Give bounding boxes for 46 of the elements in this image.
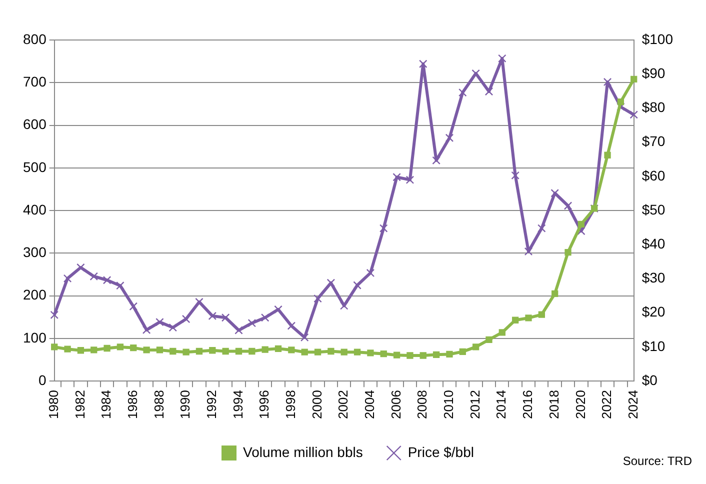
legend-label: Volume million bbls bbox=[243, 444, 363, 460]
x-tick-label: 2020 bbox=[572, 390, 588, 419]
y-tick-label: 0 bbox=[38, 372, 47, 388]
x-tick-label: 1992 bbox=[204, 390, 219, 419]
y2-tick-label: $40 bbox=[642, 236, 666, 252]
y-tick-label: 300 bbox=[23, 244, 47, 260]
x-tick-label: 1996 bbox=[256, 390, 272, 419]
y2-tick-label: $90 bbox=[642, 64, 666, 81]
y-tick-label: 800 bbox=[23, 30, 47, 47]
y2-tick-label: $0 bbox=[642, 372, 658, 388]
y-tick-label: 100 bbox=[23, 329, 47, 346]
x-tick-label: 2018 bbox=[546, 390, 562, 419]
x-tick-label: 1986 bbox=[124, 390, 140, 419]
y2-tick-label: $70 bbox=[642, 133, 666, 150]
x-tick-label: 2014 bbox=[494, 390, 509, 419]
y2-tick-label: $20 bbox=[642, 304, 666, 320]
y-tick-label: 200 bbox=[23, 286, 47, 303]
y-tick-label: 600 bbox=[23, 116, 47, 132]
y-tick-label: 400 bbox=[23, 201, 47, 218]
x-tick-label: 2006 bbox=[388, 390, 404, 419]
x-tick-label: 2012 bbox=[467, 390, 482, 419]
x-tick-label: 2024 bbox=[625, 390, 640, 419]
y2-tick-label: $50 bbox=[642, 201, 666, 218]
x-tick-label: 2002 bbox=[336, 390, 351, 419]
y2-tick-label: $60 bbox=[642, 167, 666, 184]
legend-label: Price $/bbl bbox=[408, 444, 474, 460]
x-tick-label: 2022 bbox=[599, 390, 614, 419]
x-tick-label: 1982 bbox=[72, 390, 88, 419]
x-tick-label: 1988 bbox=[151, 390, 166, 419]
x-tick-label: 2008 bbox=[414, 390, 430, 419]
y-tick-label: 500 bbox=[23, 158, 47, 175]
x-tick-label: 2016 bbox=[520, 390, 536, 419]
x-tick-label: 1994 bbox=[230, 390, 246, 419]
y2-tick-label: $80 bbox=[642, 99, 666, 116]
source-note: Source: TRD bbox=[622, 454, 692, 468]
x-tick-label: 1998 bbox=[283, 390, 298, 419]
x-tick-label: 2010 bbox=[441, 390, 456, 419]
y2-tick-label: $30 bbox=[642, 270, 666, 286]
y-tick-label: 700 bbox=[23, 73, 47, 90]
x-tick-label: 1990 bbox=[178, 390, 193, 419]
y2-tick-label: $100 bbox=[642, 30, 674, 47]
x-tick-label: 2004 bbox=[362, 390, 378, 419]
x-tick-label: 1984 bbox=[98, 390, 114, 419]
y2-tick-label: $10 bbox=[642, 338, 666, 354]
x-tick-label: 2000 bbox=[309, 390, 324, 419]
x-tick-label: 1980 bbox=[46, 390, 61, 419]
